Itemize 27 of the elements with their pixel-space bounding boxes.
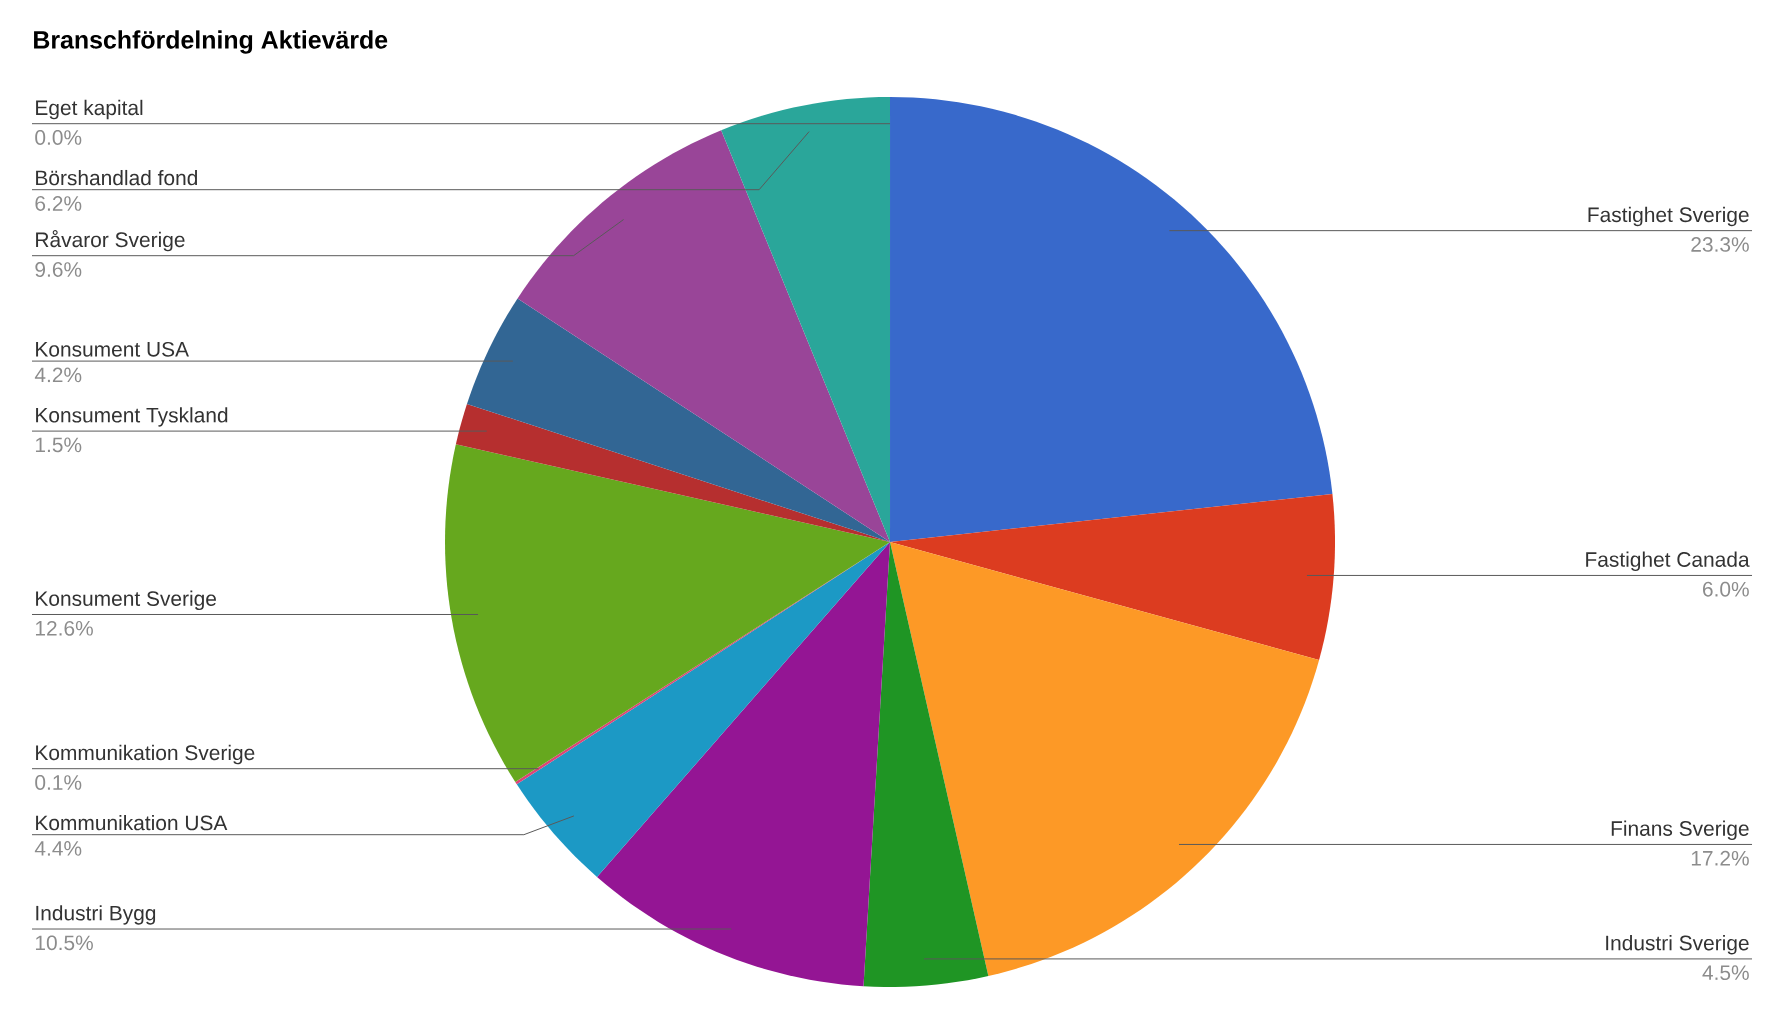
- slice-label: Kommunikation USA: [36, 814, 228, 831]
- data-label: 6.0%: [1703, 581, 1749, 597]
- data-label: 12.6%: [35, 620, 93, 636]
- data-label: 1.5%: [35, 437, 82, 453]
- slice-label: Kommunikation Sverige: [36, 744, 255, 765]
- data-label: 9.6%: [35, 262, 82, 277]
- data-label: 4.2%: [34, 367, 82, 383]
- data-label: 6.2%: [35, 196, 82, 211]
- data-label: 4.4%: [34, 841, 82, 856]
- slice-label: Konsument USA: [36, 341, 189, 357]
- slice-label: Börshandlad fond: [36, 169, 197, 186]
- category-label: Eget kapital: [36, 99, 143, 120]
- slice-label: Finans Sverige: [1611, 820, 1749, 841]
- data-label: 4.5%: [1702, 965, 1749, 981]
- data-label: 17.2%: [1691, 850, 1749, 866]
- slice-label: Konsument Tyskland: [36, 407, 228, 427]
- chart-title: Branschfördelning Aktievärde: [34, 30, 388, 54]
- slice-label: Konsument Sverige: [36, 590, 216, 611]
- slice-label: Industri Sverige: [1606, 935, 1749, 955]
- slice-label: Industri Bygg: [36, 905, 156, 925]
- text: 0.0%: [35, 130, 82, 145]
- data-label: 23.3%: [1691, 237, 1749, 252]
- data-label: 10.5%: [35, 935, 93, 951]
- data-label: 0.1%: [35, 775, 82, 790]
- slice-label: Fastighet Canada: [1586, 551, 1750, 572]
- slice-label: Råvaror Sverige: [36, 230, 185, 252]
- slice-label: Fastighet Sverige: [1588, 206, 1749, 227]
